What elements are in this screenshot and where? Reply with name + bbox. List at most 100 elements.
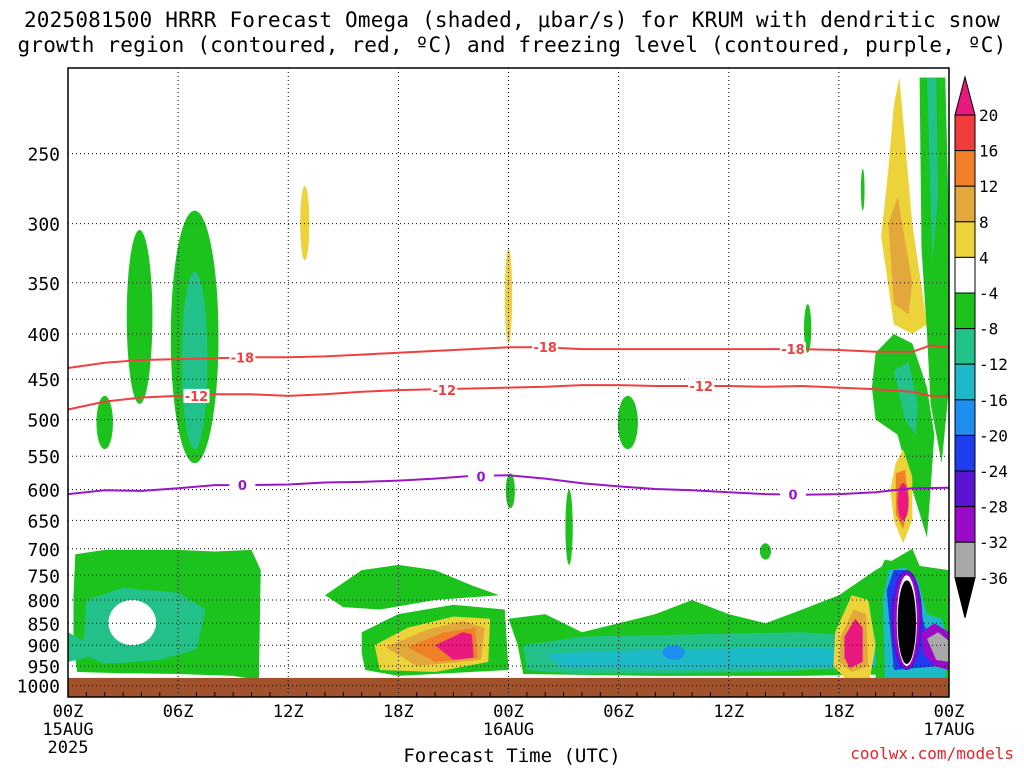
axes: [67, 67, 950, 698]
omega-region: [68, 632, 96, 662]
contour-label-bg: [229, 350, 256, 365]
colorbar-bin: [954, 150, 976, 187]
omega-region: [504, 248, 513, 344]
colorbar-label: 8: [979, 213, 989, 232]
colorbar-label: 4: [979, 248, 989, 267]
omega-region: [126, 229, 153, 404]
contour-label-bg: [532, 340, 559, 355]
omega-region: [181, 271, 208, 450]
colorbar-bin: [954, 470, 976, 508]
y-tick-label-800: 800: [27, 591, 60, 612]
x-tick-label: 18Z: [824, 702, 855, 722]
x-tick-sublabel: 15AUG: [42, 720, 93, 740]
site-credit: coolwx.com/models: [850, 744, 1014, 763]
contour-label--18: -18: [533, 341, 557, 356]
omega-region: [325, 564, 500, 610]
colorbar-label: -28: [979, 498, 1008, 517]
x-tick-label: 06Z: [163, 702, 194, 722]
omega-region: [617, 395, 638, 450]
x-tick-label: 00Z: [53, 702, 84, 722]
x-tick-sublabel: 2025: [48, 738, 89, 758]
chart-title-line-1: 2025081500 HRRR Forecast Omega (shaded, …: [23, 8, 1001, 32]
colorbar-bin: [954, 185, 976, 223]
plot-frame: [67, 67, 950, 698]
y-tick-label-950: 950: [27, 657, 60, 678]
omega-region: [759, 543, 771, 560]
colorbar-label: -32: [979, 533, 1008, 552]
y-tick-label-250: 250: [27, 145, 60, 166]
omega-region: [888, 197, 913, 315]
x-tick-sublabel: 17AUG: [923, 720, 974, 740]
colorbar-bin: [954, 256, 976, 294]
y-tick-label-900: 900: [27, 636, 60, 657]
x-tick-label: 00Z: [934, 702, 965, 722]
y-tick-label-500: 500: [27, 411, 60, 432]
chart-title-line-2: growth region (contoured, red, ºC) and f…: [17, 33, 1007, 57]
colorbar-bin: [954, 221, 976, 258]
contour-label-bg: [431, 383, 458, 398]
x-tick-label: 18Z: [383, 702, 414, 722]
omega-region: [435, 632, 474, 660]
x-tick-label: 06Z: [603, 702, 634, 722]
y-tick-label-850: 850: [27, 614, 60, 635]
colorbar-top-arrow: [954, 75, 976, 116]
colorbar-bin: [954, 434, 976, 472]
omega-region: [505, 473, 515, 509]
colorbar-label: -24: [979, 462, 1008, 481]
x-tick-label: 00Z: [493, 702, 524, 722]
y-tick-label-400: 400: [27, 325, 60, 346]
contour-label--18: -18: [231, 351, 255, 366]
colorbar-bin: [954, 292, 976, 330]
omega-region: [893, 361, 918, 435]
omega-region: [871, 334, 935, 538]
omega-region: [844, 618, 863, 668]
colorbar-label: 12: [979, 177, 998, 196]
contour-label-bg: [229, 478, 256, 493]
contour-label-0: 0: [476, 471, 485, 486]
omega-region: [927, 77, 938, 261]
colorbar-bin: [954, 328, 976, 365]
colorbar-bin: [954, 541, 976, 579]
colorbar-label: -12: [979, 355, 1008, 374]
contour-label-0: 0: [788, 489, 797, 504]
x-tick-sublabel: 16AUG: [483, 720, 534, 740]
colorbar-bin: [954, 506, 976, 543]
contour-label--12: -12: [185, 390, 209, 405]
omega-region: [804, 304, 812, 353]
y-tick-label-750: 750: [27, 566, 60, 587]
y-axis-tick-labels: 2503003504004505005506006507007508008509…: [17, 145, 60, 698]
contour-label-bg: [688, 378, 715, 393]
omega-shading: [68, 77, 949, 686]
contour-label--18: -18: [781, 343, 805, 358]
contour-label--12: -12: [689, 380, 713, 395]
omega-region: [897, 580, 916, 664]
omega-region: [662, 645, 685, 660]
omega-region: [300, 186, 310, 261]
colorbar-bottom-arrow: [954, 577, 976, 618]
omega-region: [565, 489, 573, 565]
colorbar: 20 16 12 8 4 -4 -8 -12 -16 -20 -24 -28 -32 -36: [954, 75, 1008, 618]
y-tick-label-300: 300: [27, 215, 60, 236]
colorbar-label: -4: [979, 284, 998, 303]
colorbar-label: 20: [979, 106, 998, 125]
colorbar-label: -8: [979, 320, 998, 339]
colorbar-label: -36: [979, 569, 1008, 588]
y-tick-label-450: 450: [27, 370, 60, 391]
omega-region: [927, 632, 949, 662]
omega-region: [545, 647, 894, 670]
omega-region: [860, 168, 865, 211]
contour-lines: -18 -18 -18 -12 -12 -12 0 0 0: [67, 340, 950, 504]
contour-label-0: 0: [238, 479, 247, 494]
x-tick-label: 12Z: [273, 702, 304, 722]
colorbar-bin: [954, 363, 976, 401]
contour-label-bg: [467, 469, 494, 484]
y-tick-label-600: 600: [27, 481, 60, 502]
omega-region: [108, 600, 157, 646]
contour-label--12: -12: [433, 384, 457, 399]
y-tick-label-650: 650: [27, 511, 60, 532]
contour-label-bg: [183, 388, 210, 403]
contour-line--18: [67, 344, 950, 369]
contour-label-bg: [779, 342, 806, 357]
colorbar-label: -16: [979, 391, 1008, 410]
